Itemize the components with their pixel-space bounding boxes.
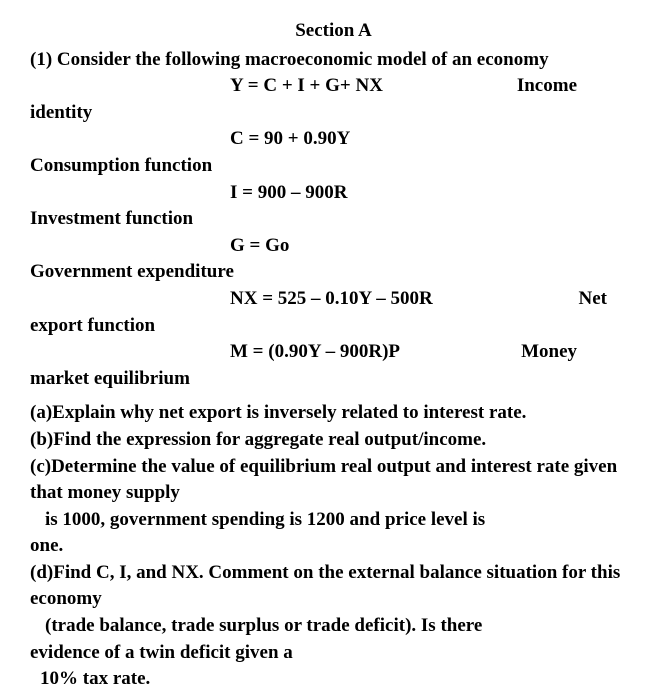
income-equation-line: Y = C + I + G+ NX Income (30, 73, 637, 100)
money-label-below: market equilibrium (30, 366, 637, 393)
part-d-line4: 10% tax rate. (40, 666, 637, 693)
part-d-line2: (trade balance, trade surplus or trade d… (45, 613, 637, 640)
netexport-formula: NX = 525 – 0.10Y – 500R (230, 286, 433, 313)
consumption-label-below: Consumption function (30, 153, 637, 180)
part-c-line3: one. (30, 533, 637, 560)
consumption-equation-line: C = 90 + 0.90Y (30, 126, 637, 153)
income-label-below: identity (30, 100, 637, 127)
income-formula: Y = C + I + G+ NX (230, 73, 383, 100)
consumption-formula: C = 90 + 0.90Y (230, 126, 350, 153)
part-c-line2: is 1000, government spending is 1200 and… (45, 507, 637, 534)
investment-equation-line: I = 900 – 900R (30, 180, 637, 207)
part-d-line1: (d)Find C, I, and NX. Comment on the ext… (30, 560, 637, 613)
netexport-label-right: Net (579, 286, 607, 313)
government-equation-line: G = Go (30, 233, 637, 260)
government-label-below: Government expenditure (30, 259, 637, 286)
part-d-line3: evidence of a twin deficit given a (30, 640, 637, 667)
money-label-right: Money (521, 339, 577, 366)
income-label-right: Income (517, 73, 577, 100)
part-b: (b)Find the expression for aggregate rea… (30, 427, 637, 454)
investment-label-below: Investment function (30, 206, 637, 233)
money-equation-line: M = (0.90Y – 900R)P Money (30, 339, 637, 366)
part-a: (a)Explain why net export is inversely r… (30, 400, 637, 427)
netexport-equation-line: NX = 525 – 0.10Y – 500R Net (30, 286, 637, 313)
question-intro: (1) Consider the following macroeconomic… (30, 47, 637, 74)
part-c-line1: (c)Determine the value of equilibrium re… (30, 454, 637, 507)
investment-formula: I = 900 – 900R (230, 180, 347, 207)
section-title: Section A (30, 18, 637, 45)
netexport-label-below: export function (30, 313, 637, 340)
government-formula: G = Go (230, 233, 289, 260)
money-formula: M = (0.90Y – 900R)P (230, 339, 400, 366)
